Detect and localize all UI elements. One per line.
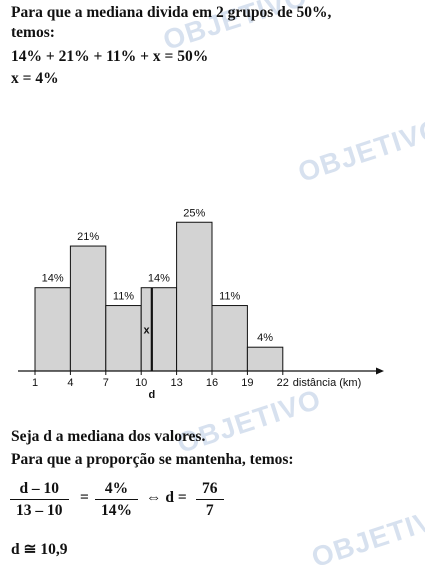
implies-d-equals: ⇔ d = [146,489,187,506]
intro-line-2: temos: [11,24,55,41]
fraction-2: 4% 14% [95,478,138,521]
x-axis-arrow [376,367,384,375]
intro-equation: 14% + 21% + 11% + x = 50% [11,48,209,65]
x-tick-label-1: 1 [32,377,38,389]
histogram-bar-2 [69,245,107,372]
bar-value-label-6: 11% [219,291,240,303]
fraction-2-numerator: 4% [104,480,129,497]
fraction-3: 76 7 [196,478,224,521]
fraction-2-denominator: 14% [101,502,132,519]
final-result: d ≅ 10,9 [11,541,68,558]
x-axis-label: distância (km) [293,377,361,389]
x-tick-label-4: 4 [67,377,73,389]
histogram-bar-6 [211,305,248,372]
bar-value-label-2: 21% [77,231,99,243]
histogram-bar-4 [140,287,178,372]
fraction-3-numerator: 76 [202,480,218,497]
fraction-1-bar [10,499,69,500]
conclusion-line-1: Seja d a mediana dos valores. [11,428,206,445]
histogram-bar-3 [105,305,142,372]
intro-result: x = 4% [11,70,59,87]
histogram-bar-1 [34,287,71,372]
median-label: d [148,389,155,400]
histogram-bar-5 [176,221,213,372]
histogram-bar-7 [246,346,284,372]
fraction-1: d – 10 13 – 10 [10,478,69,521]
fraction-1-denominator: 13 – 10 [16,502,63,519]
histogram-chart: 14% 21% 11% 14% 25% 11% 4% 1 4 7 10 13 16 19 22 distânc… [18,207,384,400]
x-tick-label-10: 10 [135,377,147,389]
x-tick-label-7: 7 [103,377,109,389]
fraction-3-denominator: 7 [205,502,214,519]
equals-sign: = [80,489,89,506]
watermark-text: OBJETIVO [307,497,425,574]
x-tick-label-16: 16 [206,377,218,389]
bar-value-label-1: 14% [42,273,64,285]
x-tick-label-19: 19 [241,377,253,389]
x-tick-label-13: 13 [170,377,182,389]
conclusion-line-2: Para que a proporção se mantenha, temos: [11,451,294,468]
bar-value-label-7: 4% [257,332,273,344]
fraction-1-numerator: d – 10 [19,480,60,497]
fraction-2-bar [95,499,138,500]
x-tick-label-22: 22 [277,377,289,389]
bar-value-label-4: 14% [148,273,170,285]
bar-value-label-5: 25% [183,207,205,219]
x-region-label: x [143,324,150,336]
bar-value-label-3: 11% [113,291,134,303]
intro-line-1: Para que a mediana divida em 2 grupos de… [11,4,332,21]
fraction-3-bar [196,499,224,500]
